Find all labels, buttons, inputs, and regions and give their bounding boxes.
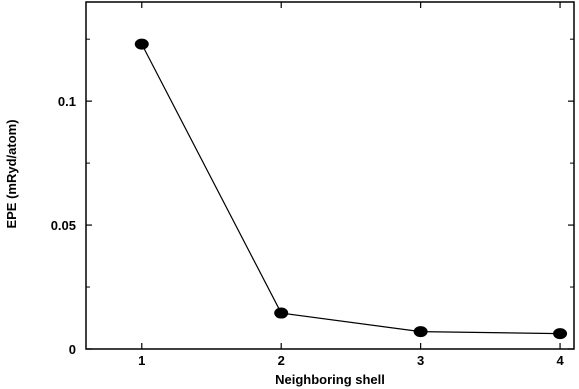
x-tick-label: 1 (138, 353, 145, 368)
y-axis-label: EPE (mRyd/atom) (4, 119, 19, 228)
y-tick-label: 0.1 (58, 94, 76, 109)
plot-frame (85, 1, 575, 350)
y-tick-label: 0.05 (51, 218, 76, 233)
axis-ticks (86, 2, 574, 350)
series-layer (134, 38, 568, 340)
data-point (274, 307, 289, 319)
data-point (413, 326, 428, 338)
x-tick-label: 4 (556, 353, 564, 368)
data-point (553, 328, 568, 340)
y-tick-label: 0 (69, 342, 76, 357)
series-line (141, 43, 561, 335)
x-axis-label: Neighboring shell (275, 372, 385, 387)
x-tick-label: 2 (278, 353, 285, 368)
data-point (134, 38, 149, 50)
x-tick-label: 3 (417, 353, 424, 368)
tick-labels: 1 2 3 4 0 0.05 0.1 (51, 94, 565, 368)
